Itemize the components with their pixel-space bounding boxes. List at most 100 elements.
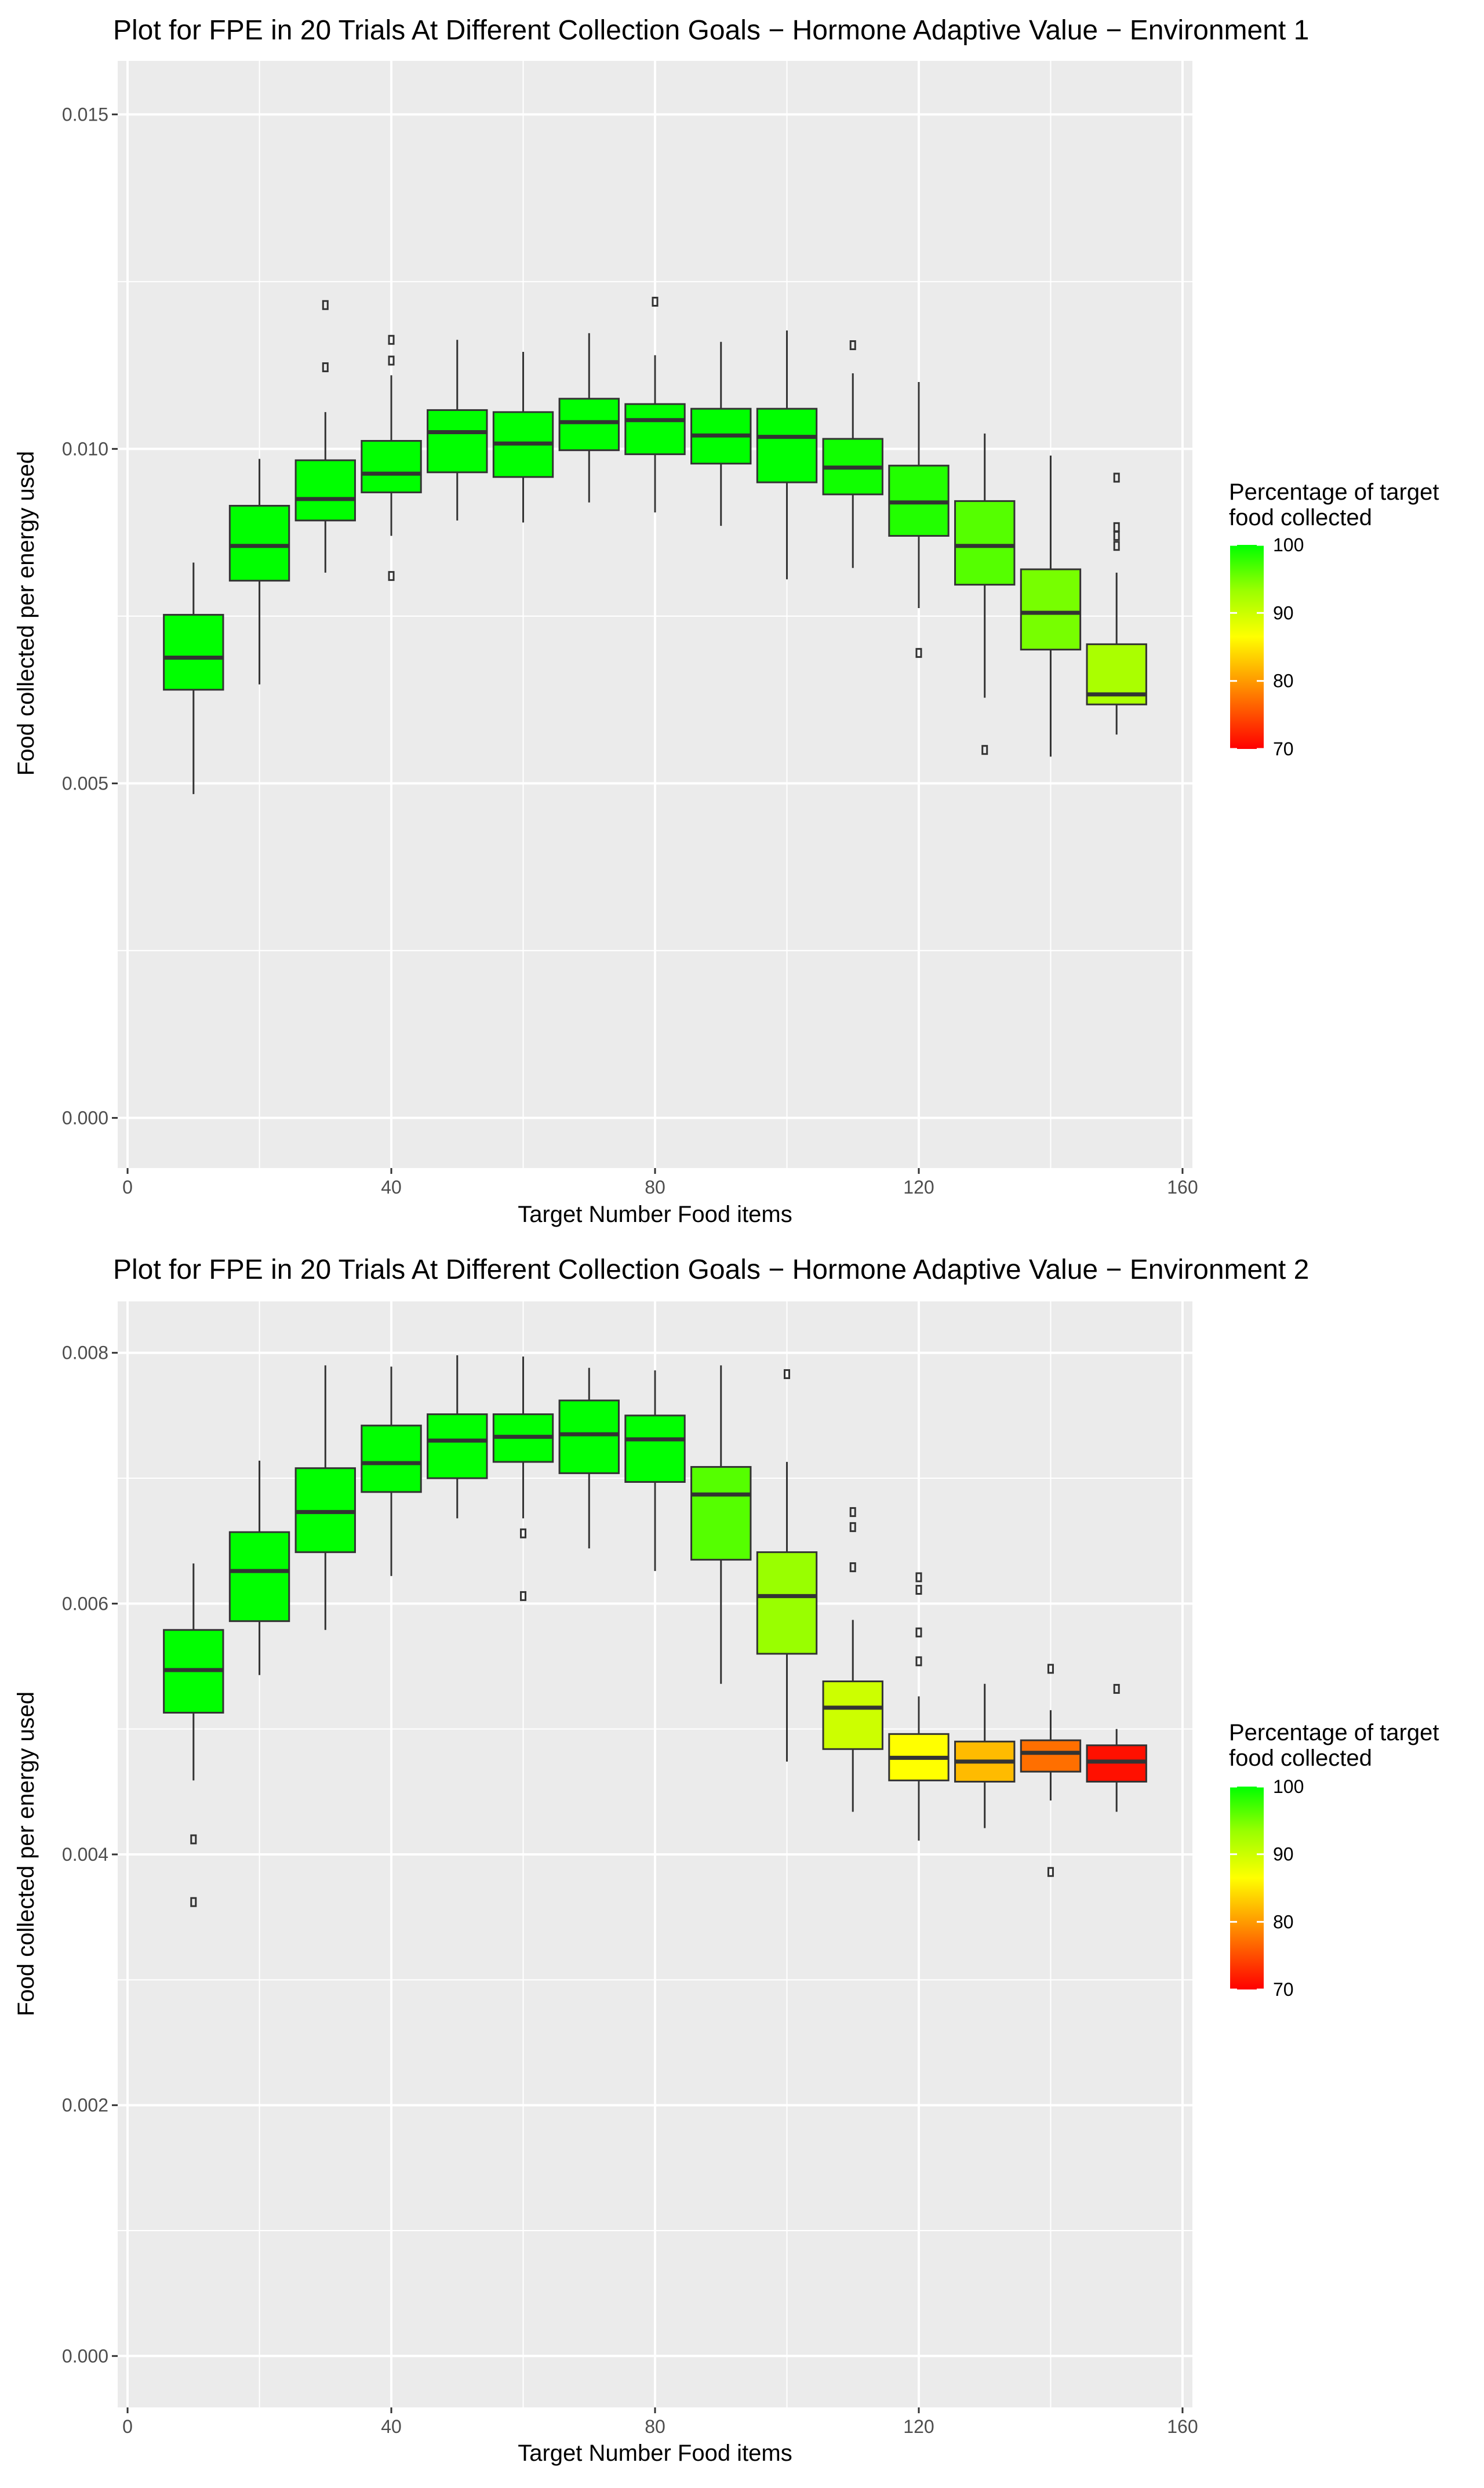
box-group — [1020, 1664, 1082, 1877]
box-group — [690, 341, 752, 526]
outlier-point — [915, 1585, 922, 1595]
box-group — [294, 1365, 356, 1630]
box-iqr — [624, 1414, 686, 1483]
box-iqr — [558, 398, 620, 452]
y-tick-label: 0.000 — [62, 1107, 108, 1128]
y-tick-label: 0.010 — [62, 438, 108, 459]
legend-tick-label: 70 — [1273, 1979, 1294, 2000]
box-iqr — [624, 403, 686, 456]
box-iqr — [427, 409, 488, 474]
box-group — [427, 1355, 488, 1519]
outlier-point — [190, 1834, 197, 1845]
y-axis-title: Food collected per energy used — [13, 451, 39, 776]
box-group — [163, 562, 224, 794]
x-tick-label: 40 — [381, 1177, 402, 1198]
box-group — [822, 340, 883, 568]
outlier-point — [1113, 522, 1120, 532]
box-iqr — [427, 1413, 488, 1479]
box-group — [954, 1683, 1016, 1828]
outlier-point — [190, 1897, 197, 1907]
box-iqr — [361, 1424, 422, 1493]
box-group — [228, 459, 290, 685]
x-axis-title: Target Number Food items — [518, 1202, 792, 1227]
box-group — [1020, 455, 1082, 757]
y-axis-title: Food collected per energy used — [13, 1692, 39, 2016]
y-tick-label: 0.005 — [62, 773, 108, 794]
outlier-point — [1113, 1683, 1120, 1694]
outlier-point — [322, 362, 329, 373]
outlier-point — [849, 1562, 856, 1573]
x-tick-label: 160 — [1167, 2416, 1198, 2437]
legend-title: Percentage of target — [1229, 479, 1439, 505]
outlier-point — [1047, 1664, 1054, 1674]
box-iqr — [756, 1551, 818, 1655]
box-group — [888, 1572, 950, 1841]
chart-title: Plot for FPE in 20 Trials At Different C… — [113, 15, 1309, 46]
outlier-point — [388, 571, 395, 581]
outlier-point — [520, 1591, 527, 1601]
outlier-point — [915, 1572, 922, 1583]
box-iqr — [228, 1531, 290, 1623]
y-tick-label: 0.015 — [62, 104, 108, 125]
x-tick-label: 160 — [1167, 1177, 1198, 1198]
box-group — [822, 1507, 883, 1812]
box-group — [492, 1356, 554, 1601]
chart-environment-1: Plot for FPE in 20 Trials At Different C… — [13, 15, 1439, 1227]
box-group — [888, 381, 950, 658]
legend-title: Percentage of target — [1229, 1720, 1439, 1745]
outlier-point — [915, 1656, 922, 1667]
box-group — [361, 334, 422, 581]
box-group — [492, 352, 554, 523]
box-iqr — [1020, 1739, 1082, 1773]
box-iqr — [756, 408, 818, 483]
box-iqr — [690, 1466, 752, 1561]
outlier-point — [783, 1369, 790, 1379]
x-tick-label: 120 — [903, 2416, 934, 2437]
box-iqr — [954, 500, 1016, 586]
outlier-point — [520, 1528, 527, 1538]
y-tick-label: 0.008 — [62, 1343, 108, 1363]
box-group — [163, 1563, 224, 1907]
outlier-point — [849, 1522, 856, 1532]
box-group — [1086, 1683, 1147, 1812]
box-group — [624, 1370, 686, 1572]
legend-title: food collected — [1229, 505, 1372, 530]
x-tick-label: 80 — [645, 2416, 665, 2437]
y-tick-label: 0.000 — [62, 2345, 108, 2366]
legend-title: food collected — [1229, 1745, 1372, 1771]
outlier-point — [1047, 1867, 1054, 1877]
box-iqr — [1020, 568, 1082, 651]
x-tick-label: 40 — [381, 2416, 402, 2437]
box-group — [558, 333, 620, 503]
legend-colorbar — [1230, 545, 1264, 749]
box-group — [690, 1365, 752, 1684]
outlier-point — [915, 1627, 922, 1638]
outlier-point — [388, 334, 395, 345]
x-tick-label: 0 — [122, 2416, 133, 2437]
legend-tick-label: 80 — [1273, 1911, 1294, 1932]
box-group — [756, 1369, 818, 1762]
y-tick-label: 0.006 — [62, 1593, 108, 1614]
legend-tick-label: 80 — [1273, 671, 1294, 692]
legend-tick-label: 70 — [1273, 739, 1294, 759]
box-group — [427, 340, 488, 521]
outlier-point — [322, 300, 329, 310]
chart-environment-2: Plot for FPE in 20 Trials At Different C… — [13, 1254, 1439, 2466]
box-iqr — [558, 1399, 620, 1474]
box-group — [954, 433, 1016, 755]
box-iqr — [822, 1680, 883, 1750]
legend-tick-label: 90 — [1273, 1844, 1294, 1865]
outlier-point — [388, 355, 395, 366]
box-iqr — [163, 614, 224, 691]
box-iqr — [361, 440, 422, 493]
outlier-point — [849, 340, 856, 350]
x-axis-title: Target Number Food items — [518, 2440, 792, 2466]
outlier-point — [849, 1507, 856, 1517]
box-group — [624, 296, 686, 513]
y-tick-label: 0.004 — [62, 1844, 108, 1865]
y-tick-label: 0.002 — [62, 2095, 108, 2116]
outlier-point — [1113, 541, 1120, 551]
